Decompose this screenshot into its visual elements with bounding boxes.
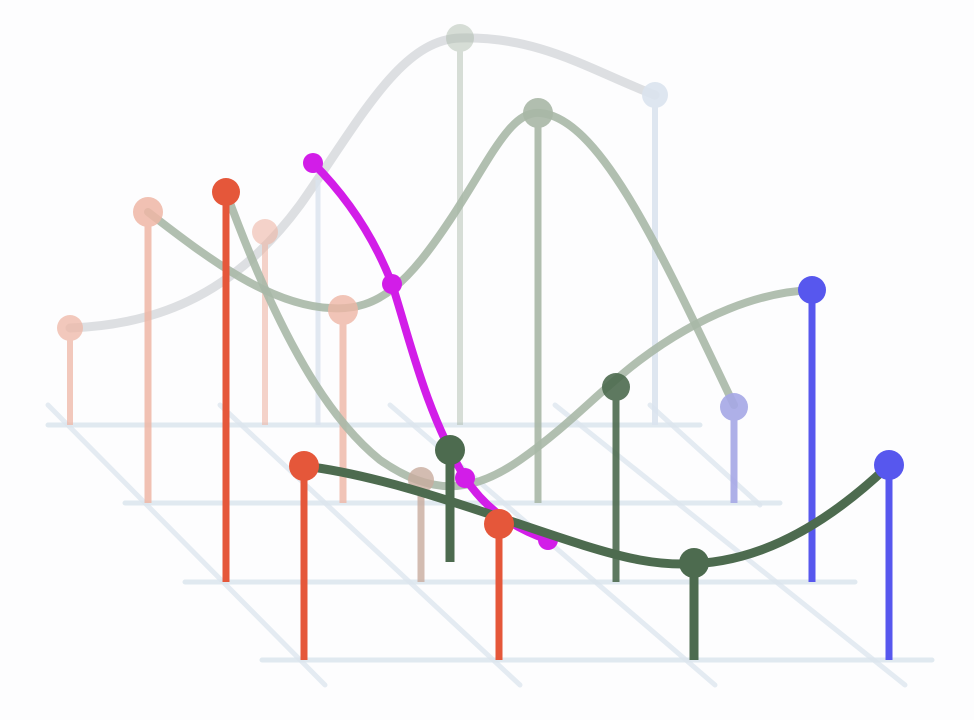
stem-diag-red [212, 178, 240, 582]
stem-node [874, 450, 904, 480]
stem-front-red-1 [289, 451, 319, 660]
stem-node [523, 98, 553, 128]
back-layer [57, 24, 668, 425]
magenta-node [303, 153, 323, 173]
magenta-node [455, 468, 475, 488]
stem-node [289, 451, 319, 481]
stem-front-blue [874, 450, 904, 660]
stem-diag-brown [408, 467, 434, 582]
stem-node [602, 373, 630, 401]
stem-node [720, 393, 748, 421]
stem-node [328, 295, 358, 325]
stem-mid-green [523, 98, 553, 503]
stem-back-red-1 [57, 315, 83, 425]
middle-green-curve [144, 108, 738, 409]
stem-front-green-short [435, 435, 465, 562]
stem-node [133, 197, 163, 227]
magenta-node [382, 274, 402, 294]
stem-node [679, 548, 709, 578]
diagonal-green-curve [222, 188, 816, 491]
grid-column-line [647, 402, 763, 508]
stem-node [484, 509, 514, 539]
stem-node [446, 24, 474, 52]
stem-node [798, 276, 826, 304]
stem-node [435, 435, 465, 465]
stem-front-green [679, 548, 709, 660]
front-green-curve [299, 460, 894, 569]
front-layer [289, 435, 904, 660]
stem-back-green [446, 24, 474, 425]
back-gray-curve [65, 33, 660, 333]
stem-node [212, 178, 240, 206]
grid-column-line [552, 402, 908, 688]
stem-node [252, 219, 278, 245]
stem-front-red-2 [484, 509, 514, 660]
stem-node [57, 315, 83, 341]
stem-mid-blue [720, 393, 748, 503]
stem-diag-blue [798, 276, 826, 582]
grid-column-line [45, 402, 328, 688]
stem-back-blue [642, 82, 668, 425]
stem-diag-green [602, 373, 630, 582]
grid-column-line [217, 402, 523, 688]
stem-back-red-2 [252, 219, 278, 425]
stem-node [642, 82, 668, 108]
grid-plane [45, 402, 935, 688]
stem-mid-red [133, 197, 163, 503]
